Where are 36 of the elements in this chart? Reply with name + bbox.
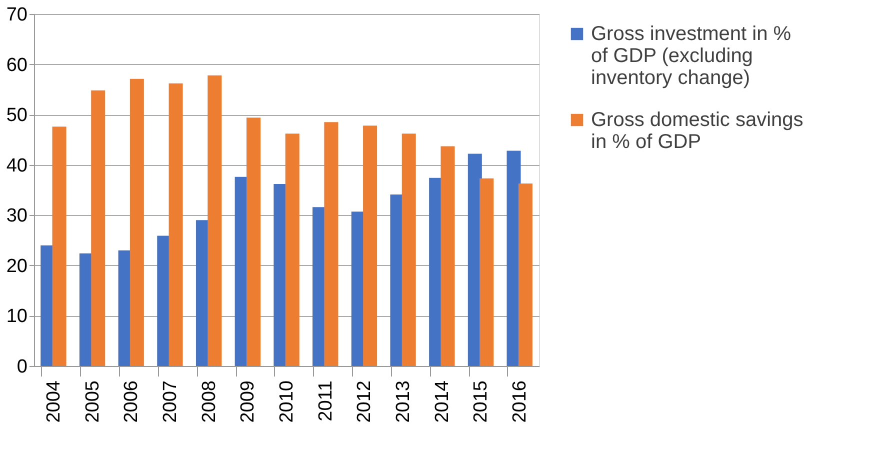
bar — [402, 134, 416, 366]
bar — [130, 78, 144, 366]
bar — [324, 122, 338, 366]
legend-label: Gross investment in % of GDP (excluding inventory change) — [591, 23, 792, 89]
bar — [91, 90, 106, 366]
x-tick-label: 2013 — [393, 380, 414, 423]
y-tick-label: 30 — [6, 206, 28, 227]
x-tick-label: 2008 — [198, 380, 220, 423]
y-tick-label: 40 — [6, 155, 28, 176]
x-tick-label: 2016 — [510, 380, 531, 423]
y-tick-label: 60 — [6, 54, 28, 76]
x-tick-label: 2004 — [43, 380, 64, 423]
x-tick-label: 2012 — [354, 380, 376, 423]
legend-label: Gross domestic savings in % of GDP — [591, 109, 804, 153]
bar — [52, 126, 66, 366]
bar — [168, 83, 183, 366]
y-tick-label: 70 — [6, 4, 28, 26]
x-tick-label: 2014 — [432, 380, 453, 423]
bar — [518, 183, 532, 366]
x-tick-label: 2009 — [238, 380, 259, 423]
x-tick-label: 2015 — [470, 380, 492, 423]
y-tick-label: 20 — [6, 256, 28, 277]
bar — [440, 146, 455, 366]
bar — [480, 178, 494, 366]
bar — [208, 75, 222, 366]
x-tick-label: 2006 — [121, 380, 142, 423]
x-tick-label: 2011 — [315, 380, 336, 422]
y-tick-label: 0 — [16, 356, 28, 378]
bar — [246, 118, 260, 366]
y-tick-label: 50 — [6, 105, 28, 126]
x-tick-label: 2007 — [160, 380, 181, 423]
bar — [363, 126, 378, 366]
x-tick-label: 2005 — [82, 380, 104, 423]
x-tick-label: 2010 — [276, 380, 298, 423]
y-tick-label: 10 — [6, 306, 28, 328]
bar — [285, 134, 300, 366]
